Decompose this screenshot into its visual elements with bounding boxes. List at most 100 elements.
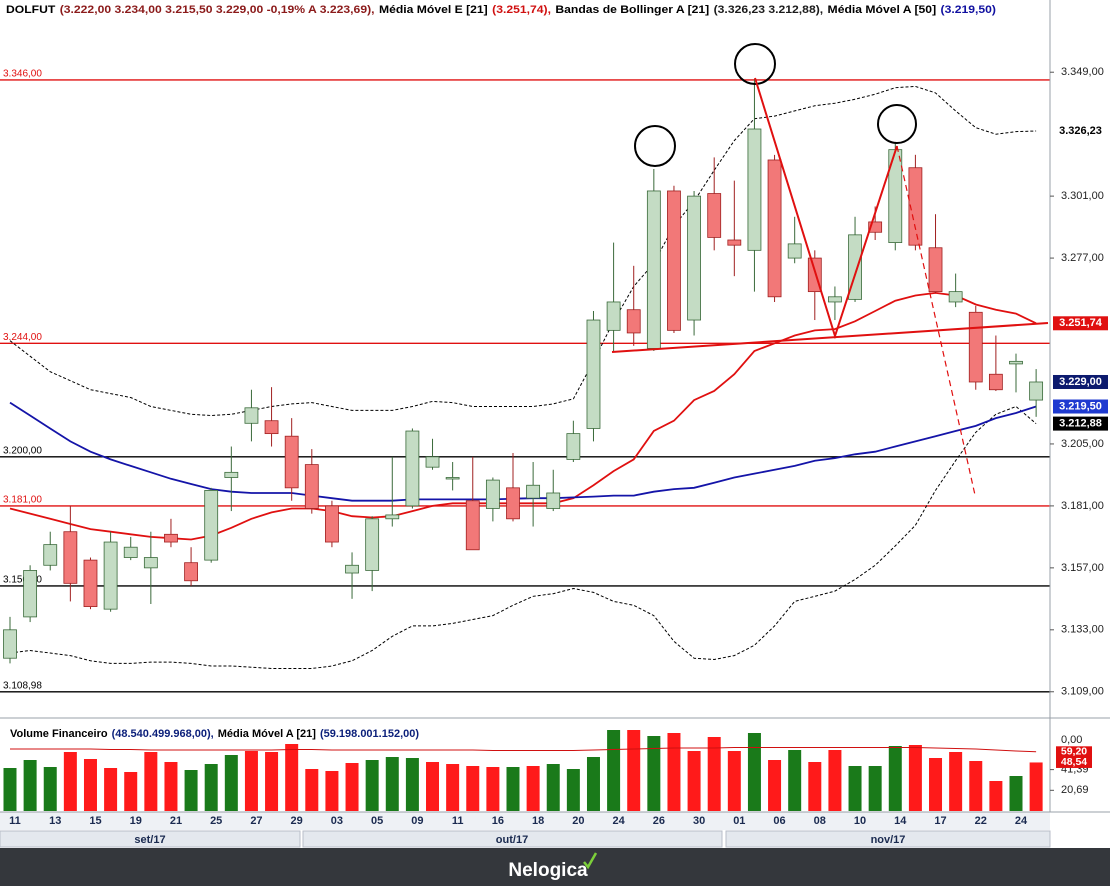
candle-body xyxy=(143,557,158,569)
candle-body xyxy=(1029,381,1044,401)
volume-bar xyxy=(868,766,882,811)
neckline xyxy=(611,322,1049,353)
candle-body xyxy=(405,430,420,507)
candle-body xyxy=(184,562,198,582)
volume-bar xyxy=(244,751,258,811)
volume-bar xyxy=(426,762,440,811)
volume-bar xyxy=(566,769,580,811)
volume-bar xyxy=(788,750,802,811)
volume-bar xyxy=(727,751,741,811)
price-tag-label: 3.212,88 xyxy=(1059,418,1102,430)
volume-bar xyxy=(305,769,319,811)
indicators xyxy=(9,85,1037,669)
level-label: 3.108,98 xyxy=(3,680,42,691)
header-part: Média Móvel A [21] xyxy=(218,728,317,740)
candle-body xyxy=(506,487,520,520)
candle-body xyxy=(968,311,983,383)
candle-body xyxy=(868,221,883,233)
candle-body xyxy=(304,464,319,509)
x-tick-label: 24 xyxy=(1015,815,1028,827)
volume-bar xyxy=(325,771,339,811)
level-label: 3.346,00 xyxy=(3,69,42,80)
x-tick-label: 30 xyxy=(693,815,705,827)
month-label: out/17 xyxy=(496,834,528,846)
x-tick-label: 24 xyxy=(612,815,625,827)
volume-bar xyxy=(707,737,721,811)
volume-tag xyxy=(1056,746,1092,758)
candle-body xyxy=(948,291,963,303)
volume-bar xyxy=(466,766,480,811)
header-part: (3.222,00 3.234,00 3.215,50 3.229,00 -0,… xyxy=(60,4,375,16)
candle-body xyxy=(747,128,762,251)
volume-bar xyxy=(204,764,218,811)
volume-bar xyxy=(989,781,1003,811)
volume-bar xyxy=(546,764,560,811)
x-tick-label: 05 xyxy=(371,815,383,827)
candle-body xyxy=(727,239,742,246)
x-tick-label: 13 xyxy=(49,815,61,827)
candle-body xyxy=(43,544,58,566)
month-box xyxy=(0,830,301,848)
header-part: (3.326,23 3.212,88), xyxy=(714,4,824,16)
price-tag xyxy=(1053,416,1108,431)
volume-bar xyxy=(768,760,782,811)
y-tick-label: 20,69 xyxy=(1061,784,1089,796)
header-part: (59.198.001.152,00) xyxy=(320,728,419,740)
x-tick-label: 06 xyxy=(773,815,785,827)
volume-bar xyxy=(144,752,158,811)
volume-bar xyxy=(164,762,178,811)
x-tick-label: 08 xyxy=(814,815,826,827)
x-tick-label: 29 xyxy=(291,815,303,827)
candle-body xyxy=(425,456,440,468)
candle-body xyxy=(1009,360,1023,365)
volume-bar xyxy=(184,770,198,811)
candle-body xyxy=(667,190,681,331)
candle-body xyxy=(787,243,802,259)
candle-body xyxy=(83,559,98,607)
indicator-line xyxy=(9,401,1037,502)
header-part: Média Móvel A [50] xyxy=(828,4,937,16)
drawings xyxy=(611,43,1049,496)
volume-bar xyxy=(23,760,37,811)
volume-bar xyxy=(586,757,600,811)
candle-body xyxy=(465,500,480,551)
y-tick-label: 3.205,00 xyxy=(1061,438,1104,450)
header-part: (48.540.499.968,00), xyxy=(112,728,214,740)
volume-bar xyxy=(385,757,399,811)
volume-bar xyxy=(667,733,681,811)
brand: Nelogica xyxy=(508,860,588,881)
volume-bar xyxy=(848,766,862,811)
candle-body xyxy=(546,492,561,509)
candle-body xyxy=(767,159,782,298)
volume-bar xyxy=(104,768,118,811)
x-tick-label: 11 xyxy=(9,815,21,827)
volume-bar xyxy=(929,758,943,811)
price-tag xyxy=(1053,374,1108,389)
marker-circle xyxy=(734,43,776,85)
header-part: Volume Financeiro xyxy=(10,728,108,740)
footer xyxy=(0,848,1110,886)
month-label: nov/17 xyxy=(871,834,906,846)
volume-tag-label: 48,54 xyxy=(1061,756,1087,768)
volume-ma xyxy=(10,747,1037,753)
x-tick-label: 09 xyxy=(411,815,423,827)
volume-bar xyxy=(345,763,359,811)
volume-bar xyxy=(969,761,983,811)
volume-bar xyxy=(908,745,922,811)
y-tick-label: 3.277,00 xyxy=(1061,252,1104,264)
candle-body xyxy=(164,533,178,543)
y-tick-label: 3.109,00 xyxy=(1061,686,1104,698)
candle-body xyxy=(325,505,339,543)
volume-bar xyxy=(526,766,540,811)
volume-bar xyxy=(828,750,842,811)
header-part: DOLFUT xyxy=(6,4,56,16)
volume-bar xyxy=(1029,762,1043,811)
candle-body xyxy=(606,301,621,331)
volume-tag xyxy=(1056,756,1092,768)
volume-bar xyxy=(224,755,238,811)
month-label: set/17 xyxy=(134,834,165,846)
band-lower xyxy=(9,405,1037,669)
indicator-line xyxy=(9,291,1037,541)
